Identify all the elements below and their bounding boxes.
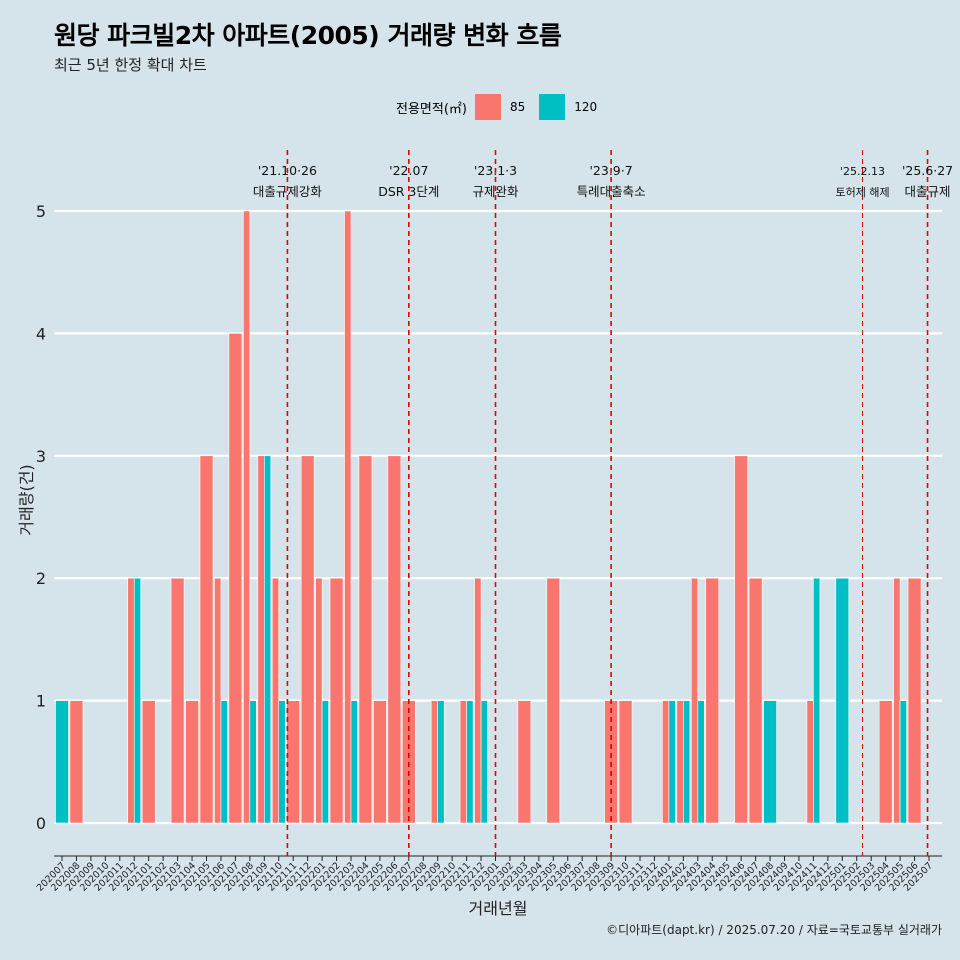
- bar-120-202209: [437, 700, 445, 824]
- bar-85-202506: [907, 577, 922, 824]
- legend-item-120: 120: [539, 94, 597, 120]
- x-axis-title: 거래년월: [469, 899, 528, 918]
- event-desc-label-1: DSR 3단계: [378, 184, 439, 199]
- legend-label-85: 85: [509, 100, 526, 114]
- bar-85-202203: [344, 210, 352, 824]
- bar-85-202402: [676, 700, 684, 824]
- event-date-label-5: '25.6·27: [902, 163, 953, 178]
- y-tick-label-3: 3: [36, 447, 46, 466]
- event-desc-label-5: 대출규제: [905, 184, 951, 199]
- chart-title: 원당 파크빌2차 아파트(2005) 거래량 변화 흐름: [54, 21, 562, 50]
- bar-85-202106: [214, 577, 222, 824]
- legend-title: 전용면적(㎡): [396, 101, 467, 117]
- event-date-label-3: '23.9·7: [589, 163, 632, 178]
- bar-85-202211: [459, 700, 467, 824]
- event-date-label-4: '25.2.13: [840, 165, 885, 178]
- bar-85-202101: [141, 700, 156, 824]
- y-tick-label-0: 0: [36, 814, 46, 833]
- bar-85-202404: [705, 577, 720, 824]
- bar-85-202305: [546, 577, 561, 824]
- bar-85-202406: [734, 455, 748, 824]
- bar-85-202209: [430, 700, 439, 824]
- bar-85-202109: [257, 455, 265, 824]
- bar-85-202407: [748, 577, 763, 824]
- bar-120-202007: [55, 700, 69, 824]
- y-tick-label-2: 2: [36, 569, 46, 588]
- y-tick-label-1: 1: [36, 692, 46, 711]
- event-date-label-1: '22.07: [389, 163, 428, 178]
- bar-85-202205: [373, 700, 387, 824]
- event-desc-label-0: 대출규제강화: [253, 184, 323, 199]
- bar-85-202504: [878, 700, 893, 824]
- bar-120-202203: [350, 700, 358, 824]
- event-date-label-0: '21.10·26: [258, 163, 317, 178]
- bar-85-202112: [300, 455, 315, 824]
- bar-120-202212: [480, 700, 488, 824]
- bar-120-202505: [899, 700, 907, 824]
- bar-120-202401: [668, 700, 676, 824]
- bar-85-202303: [517, 700, 532, 824]
- bar-85-202110: [271, 577, 280, 824]
- bar-120-202402: [683, 700, 691, 824]
- bar-120-202110: [278, 700, 286, 824]
- legend-label-120: 120: [574, 100, 598, 114]
- y-tick-label-4: 4: [36, 324, 46, 343]
- chart-subtitle: 최근 5년 한정 확대 차트: [54, 56, 207, 74]
- event-desc-label-2: 규제완화: [472, 184, 519, 199]
- bar-85-202310: [618, 700, 633, 824]
- bar-85-202401: [662, 700, 670, 824]
- bar-120-202109: [263, 455, 272, 824]
- caption: ©디아파트(dapt.kr) / 2025.07.20 / 자료=국토교통부 실…: [606, 923, 942, 937]
- bar-85-202403: [690, 577, 699, 824]
- legend-key-120: [539, 94, 566, 120]
- event-desc-label-3: 특례대출축소: [577, 184, 646, 199]
- legend: 전용면적(㎡) 85 120: [396, 94, 611, 120]
- bar-85-202104: [185, 700, 199, 824]
- bar-120-202201: [321, 700, 329, 824]
- bar-85-202012: [127, 577, 135, 824]
- bar-85-202103: [170, 577, 185, 824]
- bar-85-202008: [69, 700, 84, 824]
- y-tick-label-5: 5: [36, 202, 46, 221]
- event-desc-label-4: 토허제 해제: [835, 185, 889, 199]
- bar-85-202505: [893, 577, 901, 824]
- bar-85-202411: [806, 700, 814, 824]
- bar-85-202206: [387, 455, 402, 824]
- bar-120-202501: [835, 577, 850, 824]
- bar-120-202411: [813, 577, 821, 824]
- bar-85-202111: [286, 700, 301, 824]
- bar-120-202108: [249, 700, 257, 824]
- bar-85-202108: [243, 210, 251, 824]
- bar-85-202107: [228, 333, 243, 824]
- bar-120-202408: [763, 700, 777, 824]
- bar-85-202105: [199, 455, 214, 824]
- legend-key-85: [474, 94, 501, 120]
- y-axis-title: 거래량(건): [17, 464, 36, 535]
- bar-120-202106: [220, 700, 228, 824]
- bar-85-202201: [315, 577, 323, 824]
- legend-item-85: 85: [474, 94, 526, 120]
- bar-85-202202: [329, 577, 344, 824]
- bar-120-202403: [697, 700, 705, 824]
- bar-120-202211: [466, 700, 474, 824]
- bar-85-202212: [474, 577, 482, 824]
- bar-85-202204: [358, 455, 373, 824]
- event-date-label-2: '23.1·3: [474, 163, 517, 178]
- bar-120-202012: [133, 577, 142, 824]
